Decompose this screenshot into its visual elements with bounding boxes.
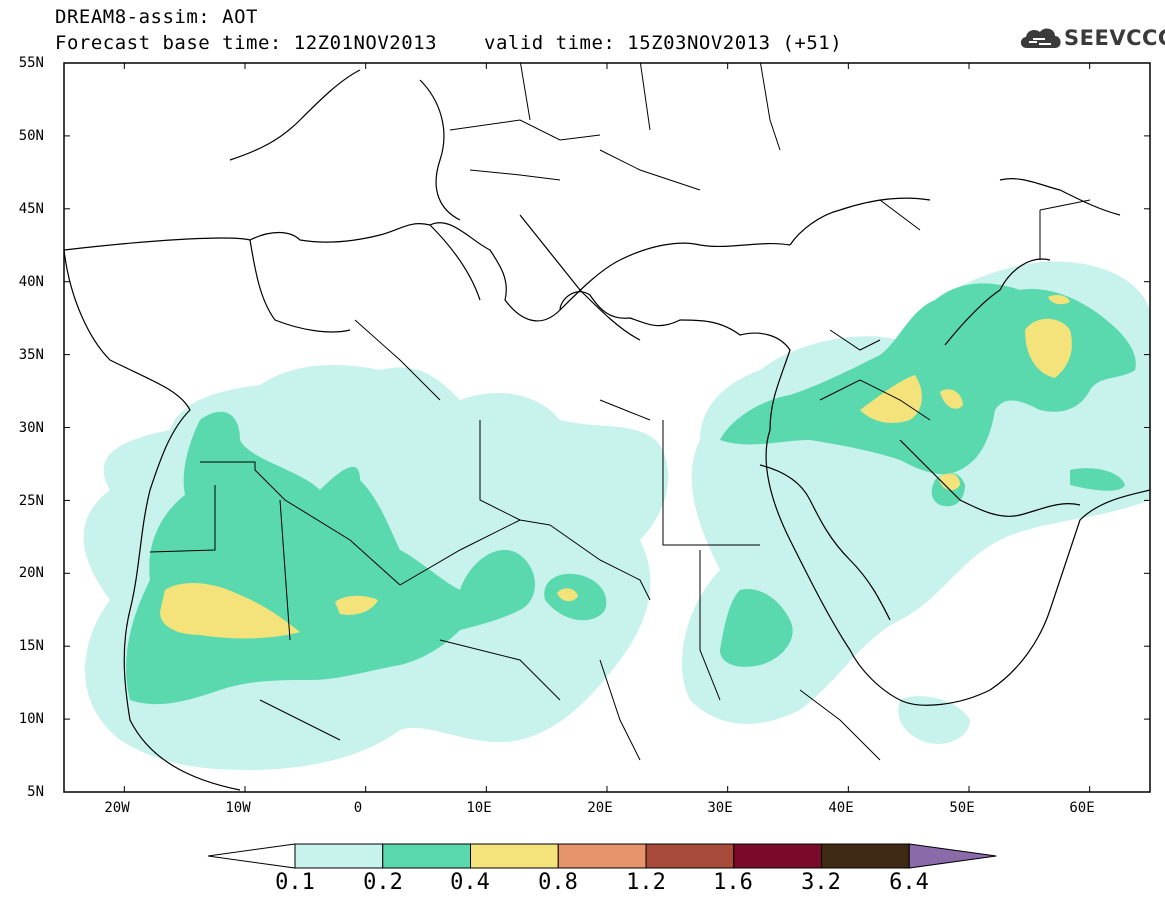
lat-label: 45N xyxy=(18,201,44,217)
logo-text: SEEVCCC xyxy=(1064,26,1165,50)
colorbar-label: 0.1 xyxy=(275,870,315,895)
lat-label: 10N xyxy=(18,711,44,727)
coastlines xyxy=(64,69,1150,791)
lon-label: 10E xyxy=(466,800,492,816)
lat-label: 40N xyxy=(18,274,44,290)
lon-label: 20W xyxy=(104,800,130,816)
lat-label: 15N xyxy=(18,638,44,654)
colorbar-segment xyxy=(645,843,735,869)
lat-label: 5N xyxy=(27,784,44,800)
country-borders xyxy=(149,63,1091,761)
lat-label: 20N xyxy=(18,565,44,581)
lat-label: 55N xyxy=(18,55,44,71)
lon-label: 60E xyxy=(1069,800,1095,816)
colorbar-label: 3.2 xyxy=(801,870,841,895)
lon-label: 10W xyxy=(225,800,251,816)
lon-label: 40E xyxy=(828,800,854,816)
colorbar-label: 6.4 xyxy=(889,870,929,895)
lon-label: 0 xyxy=(353,800,363,816)
colorbar-label: 1.6 xyxy=(713,870,753,895)
valid-time: valid time: 15Z03NOV2013 (+51) xyxy=(484,32,843,54)
axis-ticks xyxy=(64,62,1150,793)
lat-label: 35N xyxy=(18,347,44,363)
lat-label: 25N xyxy=(18,493,44,509)
colorbar-segment xyxy=(382,843,471,869)
colorbar-segment xyxy=(821,843,910,869)
colorbar-label: 0.4 xyxy=(450,870,490,895)
lon-label: 20E xyxy=(587,800,613,816)
colorbar-segment xyxy=(470,843,559,869)
aot-level-0.4-region xyxy=(160,294,1072,639)
lat-label: 50N xyxy=(18,128,44,144)
colorbar-underflow xyxy=(207,843,296,869)
colorbar-segment xyxy=(294,843,384,869)
colorbar-segment xyxy=(557,843,647,869)
cloud-logo-icon xyxy=(1020,28,1061,48)
colorbar-label: 0.8 xyxy=(538,870,578,895)
forecast-base-time: Forecast base time: 12Z01NOV2013 xyxy=(55,32,438,54)
colorbar-segment xyxy=(733,843,822,869)
map-title: DREAM8-assim: AOT xyxy=(55,6,258,28)
lon-label: 50E xyxy=(949,800,975,816)
colorbar-label: 1.2 xyxy=(626,870,666,895)
colorbar-overflow xyxy=(908,843,997,869)
lat-label: 30N xyxy=(18,420,44,436)
lon-label: 30E xyxy=(707,800,733,816)
colorbar-label: 0.2 xyxy=(363,870,403,895)
